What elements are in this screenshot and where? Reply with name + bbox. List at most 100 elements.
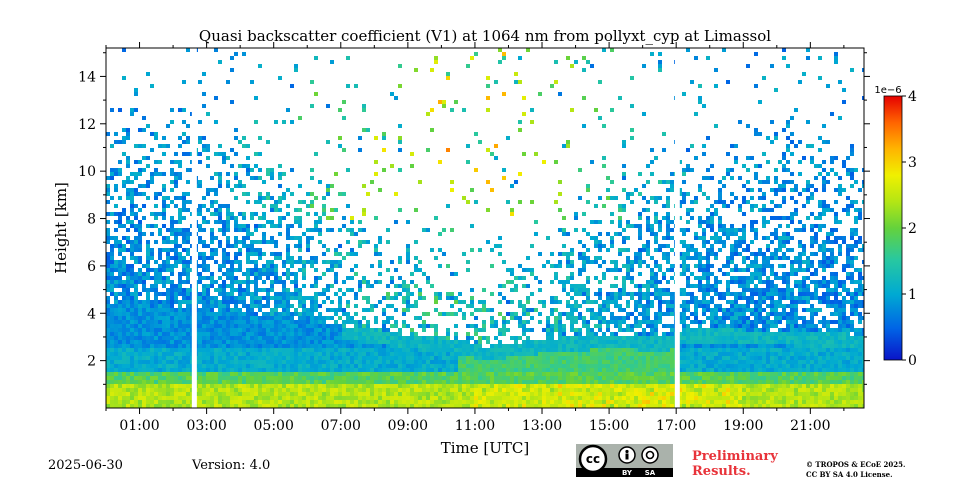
heatmap-cell (198, 204, 202, 208)
heatmap-cell (290, 376, 294, 380)
heatmap-cell (498, 384, 502, 388)
heatmap-cell (326, 308, 330, 312)
heatmap-cell (146, 256, 150, 260)
heatmap-cell (226, 184, 230, 188)
heatmap-cell (614, 404, 618, 408)
heatmap-cell (118, 312, 122, 316)
heatmap-cell (222, 156, 226, 160)
heatmap-cell (550, 332, 554, 336)
heatmap-cell (490, 188, 494, 192)
heatmap-cell (330, 268, 334, 272)
heatmap-cell (638, 228, 642, 232)
heatmap-cell (414, 368, 418, 372)
heatmap-cell (390, 332, 394, 336)
heatmap-cell (378, 368, 382, 372)
heatmap-cell (618, 348, 622, 352)
heatmap-cell (642, 244, 646, 248)
heatmap-cell (278, 320, 282, 324)
heatmap-cell (442, 400, 446, 404)
heatmap-cell (454, 100, 458, 104)
heatmap-cell (366, 320, 370, 324)
heatmap-cell (362, 396, 366, 400)
heatmap-cell (542, 384, 546, 388)
heatmap-cell (638, 400, 642, 404)
heatmap-cell (118, 344, 122, 348)
heatmap-cell (570, 372, 574, 376)
heatmap-cell (626, 364, 630, 368)
heatmap-cell (238, 348, 242, 352)
heatmap-cell (222, 332, 226, 336)
heatmap-cell (174, 396, 178, 400)
heatmap-cell (262, 296, 266, 300)
heatmap-cell (406, 292, 410, 296)
heatmap-cell (650, 376, 654, 380)
heatmap-cell (482, 388, 486, 392)
heatmap-cell (626, 396, 630, 400)
heatmap-cell (322, 380, 326, 384)
heatmap-cell (142, 364, 146, 368)
heatmap-cell (474, 356, 478, 360)
heatmap-cell (130, 404, 134, 408)
heatmap-cell (138, 360, 142, 364)
heatmap-cell (414, 380, 418, 384)
heatmap-cell (618, 316, 622, 320)
heatmap-cell (366, 348, 370, 352)
heatmap-cell (246, 340, 250, 344)
heatmap-cell (286, 396, 290, 400)
heatmap-cell (506, 320, 510, 324)
heatmap-cell (258, 288, 262, 292)
heatmap-cell (110, 356, 114, 360)
heatmap-cell (254, 300, 258, 304)
heatmap-cell (546, 376, 550, 380)
heatmap-cell (638, 348, 642, 352)
heatmap-cell (602, 308, 606, 312)
heatmap-cell (346, 356, 350, 360)
heatmap-cell (302, 296, 306, 300)
heatmap-cell (298, 236, 302, 240)
heatmap-cell (206, 360, 210, 364)
heatmap-cell (514, 316, 518, 320)
heatmap-cell (130, 248, 134, 252)
heatmap-cell (142, 344, 146, 348)
heatmap-cell (254, 248, 258, 252)
heatmap-cell (634, 400, 638, 404)
heatmap-cell (118, 240, 122, 244)
heatmap-cell (162, 144, 166, 148)
heatmap-cell (490, 380, 494, 384)
heatmap-cell (214, 188, 218, 192)
heatmap-cell (494, 144, 498, 148)
heatmap-cell (234, 312, 238, 316)
heatmap-cell (170, 404, 174, 408)
heatmap-cell (622, 344, 626, 348)
heatmap-cell (510, 360, 514, 364)
heatmap-cell (522, 404, 526, 408)
heatmap-cell (310, 296, 314, 300)
heatmap-cell (398, 344, 402, 348)
heatmap-cell (222, 260, 226, 264)
heatmap-cell (186, 348, 190, 352)
heatmap-cell (238, 296, 242, 300)
heatmap-cell (650, 388, 654, 392)
heatmap-cell (578, 392, 582, 396)
heatmap-cell (366, 332, 370, 336)
heatmap-cell (526, 360, 530, 364)
heatmap-cell (186, 300, 190, 304)
heatmap-cell (550, 352, 554, 356)
heatmap-cell (238, 212, 242, 216)
heatmap-cell (182, 308, 186, 312)
heatmap-cell (186, 400, 190, 404)
heatmap-cell (162, 320, 166, 324)
heatmap-cell (558, 368, 562, 372)
heatmap-cell (214, 252, 218, 256)
heatmap-cell (158, 380, 162, 384)
heatmap-cell (494, 348, 498, 352)
heatmap-cell (270, 240, 274, 244)
heatmap-cell (138, 396, 142, 400)
heatmap-cell (574, 356, 578, 360)
heatmap-cell (554, 340, 558, 344)
heatmap-cell (558, 400, 562, 404)
heatmap-cell (218, 400, 222, 404)
heatmap-cell (562, 336, 566, 340)
heatmap-cell (138, 192, 142, 196)
heatmap-cell (422, 380, 426, 384)
